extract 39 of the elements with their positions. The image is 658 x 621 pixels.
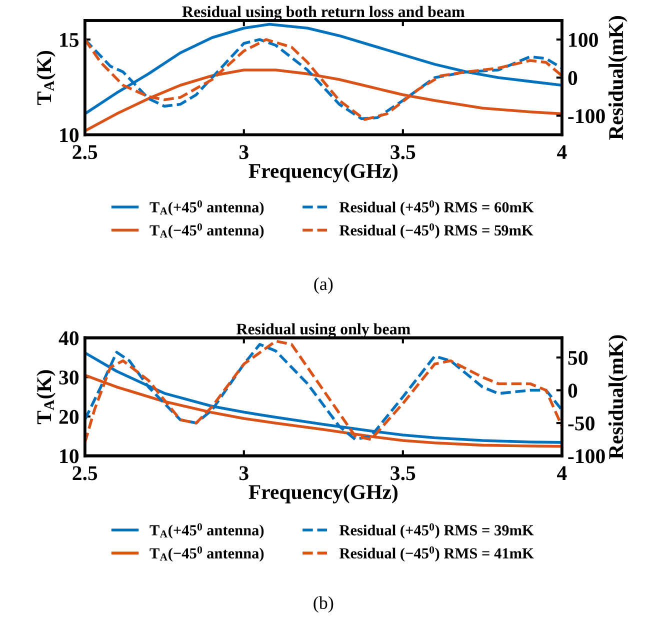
x-tick-label: 4	[557, 145, 567, 159]
x-tick-label: 2.5	[72, 466, 98, 480]
legend-label: T$_{A}$(−45$^{0}$ antenna)	[150, 546, 264, 562]
x-tick-label: 2.5	[72, 145, 98, 160]
legend-label: Residual (−45$^{0}$) RMS = 59mK	[339, 223, 534, 239]
y2-tick-label: 100	[569, 32, 598, 47]
x-tick-label: 3	[239, 145, 248, 160]
y-tick-label: 20	[59, 410, 79, 424]
legend-label: Residual (+45$^{0}$) RMS = 60mK	[339, 200, 534, 216]
y-tick-label: 15	[60, 33, 79, 47]
chart-title: Residual using both return loss and beam	[182, 6, 465, 20]
y2-tick-label: 0	[568, 71, 578, 86]
x-axis-title: Frequency(GHz)	[248, 163, 398, 182]
y2-tick-label: -100	[568, 109, 605, 124]
x-tick-label: 4	[557, 466, 567, 480]
y2-tick-label: 50	[568, 350, 588, 365]
text: (b)	[314, 596, 334, 613]
y-axis-title: T$_{A}$(K)	[36, 370, 56, 424]
y2-axis-title: Residual(mK)	[608, 335, 628, 459]
y2-tick-label: -100	[568, 449, 605, 464]
x-tick-label: 3.5	[390, 466, 416, 480]
x-axis-title: Frequency(GHz)	[248, 484, 398, 504]
legend-label: Residual (+45$^{0}$) RMS = 39mK	[339, 523, 534, 539]
y-tick-label: 10	[60, 128, 79, 142]
legend-label: T$_{A}$(+45$^{0}$ antenna)	[150, 523, 264, 539]
y-tick-label: 30	[59, 370, 79, 385]
y2-axis-title: Residual(mK)	[608, 16, 628, 140]
y-axis-title: T$_{A}$(K)	[36, 50, 56, 105]
y2-tick-label: -50	[568, 416, 594, 430]
x-tick-label: 3	[239, 466, 248, 480]
text: (a)	[314, 277, 333, 294]
legend-label: Residual (−45$^{0}$) RMS = 41mK	[339, 546, 534, 562]
y-tick-label: 40	[58, 331, 79, 346]
chart-title: Residual using only beam	[236, 323, 410, 338]
legend-label: T$_{A}$(−45$^{0}$ antenna)	[150, 223, 264, 239]
y2-tick-label: 0	[568, 384, 578, 398]
x-tick-label: 3.5	[390, 145, 416, 160]
legend-label: T$_{A}$(+45$^{0}$ antenna)	[150, 200, 264, 216]
y-tick-label: 10	[60, 449, 79, 464]
